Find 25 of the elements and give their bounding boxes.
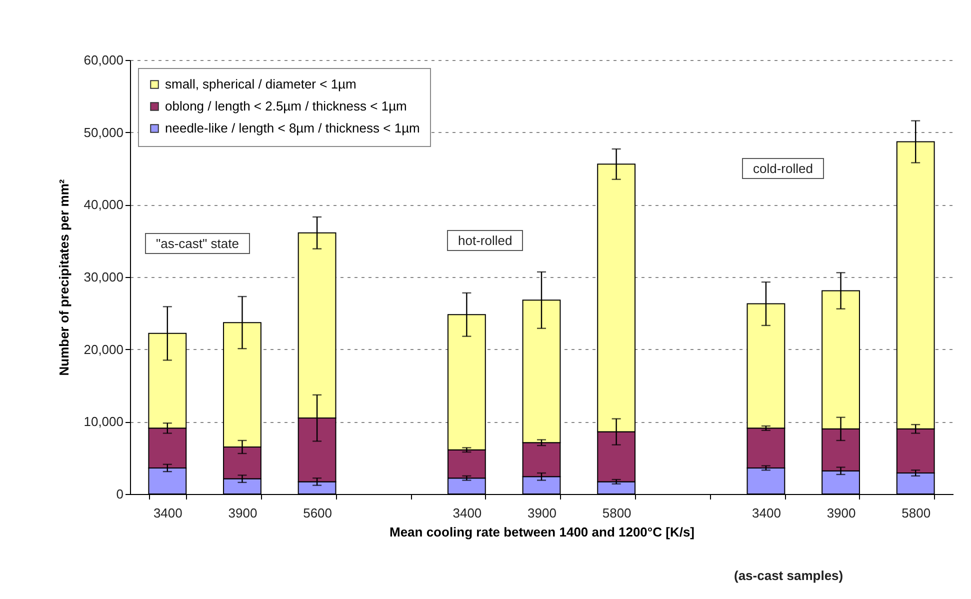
x-tick-label: 3900 (528, 506, 556, 520)
x-tick-label: 3400 (452, 506, 482, 520)
x-tick-label: 5800 (902, 506, 931, 520)
annotation: hot-rolled (447, 230, 524, 251)
annotation: "as-cast" state (145, 233, 250, 254)
legend-label: needle-like / length < 8µm / thickness < 1µm (165, 120, 420, 136)
y-tick-label: 20,000 (84, 342, 124, 357)
y-tick-label: 10,000 (84, 414, 124, 430)
annotation: cold-rolled (742, 158, 824, 179)
y-tick-label: 60,000 (84, 52, 124, 68)
x-tick-label: 3900 (826, 506, 856, 520)
legend-label: oblong / length < 2.5µm / thickness < 1µm (165, 98, 407, 114)
x-tick-label: 5800 (602, 506, 632, 520)
x-tick-label: 3400 (153, 506, 182, 520)
y-tick-label: 50,000 (84, 124, 124, 140)
legend-label: small, spherical / diameter < 1µm (165, 76, 356, 92)
x-axis-title: Mean cooling rate between 1400 and 1200°C [K/s] (389, 524, 695, 540)
y-tick-label: 30,000 (84, 270, 124, 284)
y-tick-label: 40,000 (84, 197, 124, 212)
y-axis-title: Number of precipitates per mm² (56, 178, 72, 376)
x-tick-label: 3900 (228, 506, 258, 520)
x-tick-label: 5600 (303, 506, 332, 520)
text: (as-cast samples) (734, 568, 844, 583)
x-tick-label: 3400 (752, 506, 781, 520)
y-tick-label: 0 (116, 486, 124, 502)
